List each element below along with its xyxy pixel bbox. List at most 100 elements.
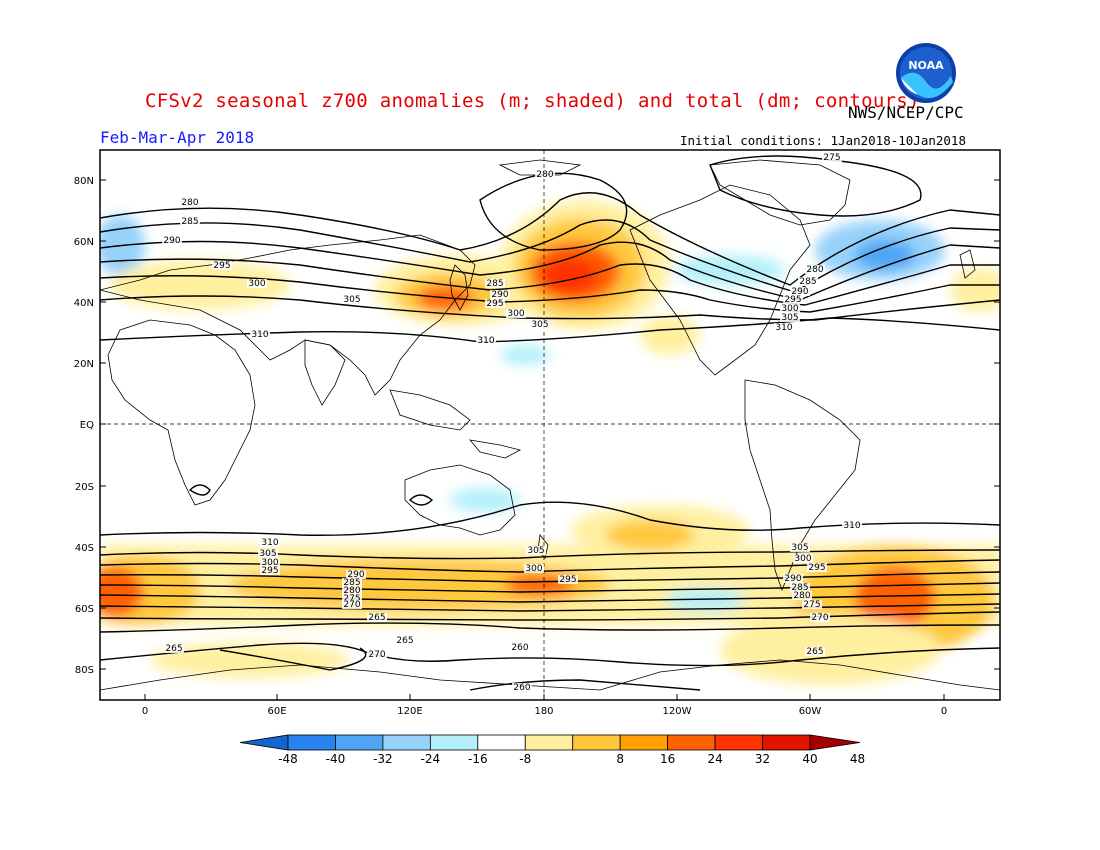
contour-label: 305: [781, 313, 798, 323]
lat-label: 80N: [74, 176, 94, 187]
contour-label: 270: [368, 650, 385, 660]
anomaly-shading: [100, 200, 1000, 685]
lat-label: 40N: [74, 298, 94, 309]
lon-label: 0: [941, 706, 947, 717]
colorbar-label: -48: [278, 752, 298, 766]
contour-label: 275: [823, 153, 840, 163]
contour-label: 300: [507, 309, 524, 319]
height-contours: [100, 155, 1000, 691]
contour-label: 300: [248, 279, 265, 289]
contour-label: 300: [261, 558, 278, 568]
colorbar-label: -24: [421, 752, 441, 766]
contour-label: 305: [527, 546, 544, 556]
lon-label: 120W: [663, 706, 692, 717]
contour-label: 295: [213, 261, 230, 271]
contour-label: 300: [794, 554, 811, 564]
colorbar-label: 32: [755, 752, 770, 766]
contour-label: 265: [165, 644, 182, 654]
contour-label: 310: [775, 323, 792, 333]
lat-label: 60S: [75, 604, 94, 615]
contour-label: 285: [799, 277, 816, 287]
contour-label: 305: [343, 295, 360, 305]
colorbar-label: 24: [707, 752, 722, 766]
contour-label: 295: [261, 566, 278, 576]
contour-label: 305: [791, 543, 808, 553]
plot-frame: [99, 149, 1001, 701]
coastlines: [100, 159, 1000, 691]
contour-label: 310: [477, 336, 494, 346]
colorbar-left-arrow: [239, 734, 289, 751]
reference-lines: [100, 150, 1000, 700]
lon-label: 120E: [397, 706, 422, 717]
colorbar-right-arrow: [809, 734, 861, 751]
colorbar-label: 8: [616, 752, 624, 766]
contour-label: 310: [251, 330, 268, 340]
lon-label: 0: [142, 706, 148, 717]
agency-label: NWS/NCEP/CPC: [848, 103, 964, 122]
contour-label: 280: [536, 170, 553, 180]
colorbar-label: -8: [519, 752, 531, 766]
contour-label: 290: [791, 287, 808, 297]
contour-label: 260: [513, 683, 530, 693]
map-title: CFSv2 seasonal z700 anomalies (m; shaded…: [145, 90, 920, 112]
contour-label: 270: [343, 600, 360, 610]
lon-label: 60E: [267, 706, 286, 717]
colorbar-swatch: [524, 734, 574, 751]
contour-label: 300: [781, 304, 798, 314]
lat-label: 20S: [75, 482, 94, 493]
colorbar-swatch: [287, 734, 336, 751]
contour-label: 265: [396, 636, 413, 646]
contour-label: 270: [811, 613, 828, 623]
colorbar-swatch: [572, 734, 621, 751]
colorbar-swatch: [667, 734, 716, 751]
lat-label: 40S: [75, 543, 94, 554]
colorbar: -48 -40 -32 -24 -16 -8 8 16 24 32 40 48: [239, 734, 865, 766]
colorbar-swatch: [335, 734, 384, 751]
contour-label: 285: [181, 217, 198, 227]
colorbar-swatch: [714, 734, 763, 751]
contour-label: 295: [486, 299, 503, 309]
contour-label: 275: [803, 600, 820, 610]
contour-label: 290: [784, 574, 801, 584]
initial-conditions-label: Initial conditions: 1Jan2018-10Jan2018: [680, 133, 966, 148]
lat-label: 20N: [74, 359, 94, 370]
colorbar-swatch: [429, 734, 479, 751]
lat-label: 60N: [74, 237, 94, 248]
contour-label: 295: [559, 575, 576, 585]
contour-label: 280: [181, 198, 198, 208]
colorbar-label: -16: [468, 752, 488, 766]
colorbar-swatch: [619, 734, 669, 751]
colorbar-label: -32: [373, 752, 393, 766]
contour-label: 280: [343, 586, 360, 596]
colorbar-label: 16: [660, 752, 675, 766]
colorbar-swatch: [477, 734, 526, 751]
contour-label: 290: [491, 290, 508, 300]
colorbar-label: 48: [850, 752, 865, 766]
colorbar-swatch: [762, 734, 811, 751]
lat-label: 80S: [75, 665, 94, 676]
colorbar-swatch: [382, 734, 431, 751]
latitude-axis: 80N 60N 40N 20N EQ 20S 40S 60S 80S: [74, 176, 1000, 676]
contour-label: 310: [261, 538, 278, 548]
lat-label: EQ: [80, 420, 94, 431]
contour-label: 285: [791, 583, 808, 593]
contour-label: 290: [163, 236, 180, 246]
contour-label: 265: [368, 613, 385, 623]
contour-label: 305: [259, 549, 276, 559]
contour-label: 280: [793, 591, 810, 601]
colorbar-label: -40: [326, 752, 346, 766]
contour-label: 265: [806, 647, 823, 657]
contour-label: 285: [486, 279, 503, 289]
colorbar-label: 40: [802, 752, 817, 766]
contour-label: 295: [808, 563, 825, 573]
contour-label: 290: [347, 570, 364, 580]
lon-label: 180: [534, 706, 553, 717]
contour-label: 280: [806, 265, 823, 275]
period-label: Feb-Mar-Apr 2018: [100, 128, 255, 147]
longitude-axis: 0 60E 120E 180 120W 60W 0: [142, 694, 947, 717]
contour-label: 305: [531, 320, 548, 330]
nh-contour-labels: 2752802802852902953003053102852902953003…: [162, 153, 842, 346]
contour-label: 295: [784, 295, 801, 305]
